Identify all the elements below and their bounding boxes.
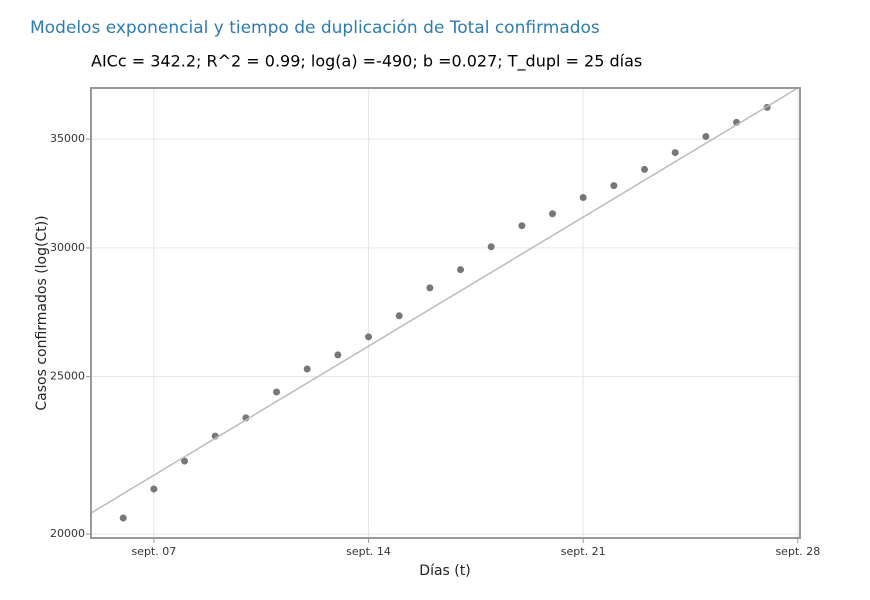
page-title: Modelos exponencial y tiempo de duplicac… <box>30 18 600 38</box>
y-tick-label: 20000 <box>50 527 85 540</box>
y-tick-label: 35000 <box>50 132 85 145</box>
data-point <box>579 194 587 202</box>
data-point <box>303 365 311 373</box>
data-point <box>150 485 158 493</box>
x-tick-label: sept. 07 <box>131 545 176 558</box>
data-point <box>457 266 465 274</box>
data-point <box>549 210 557 218</box>
data-point <box>334 351 342 359</box>
x-tick-label: sept. 28 <box>775 545 820 558</box>
y-tick-label: 25000 <box>50 370 85 383</box>
data-point <box>365 333 373 341</box>
x-tick-label: sept. 21 <box>561 545 606 558</box>
y-tick-label: 30000 <box>50 241 85 254</box>
data-point <box>273 388 281 396</box>
data-point <box>426 284 434 292</box>
data-point <box>641 165 649 173</box>
data-point <box>702 133 710 141</box>
data-point <box>610 182 618 190</box>
data-point <box>119 514 127 522</box>
fit-line <box>90 87 799 514</box>
chart-title: AICc = 342.2; R^2 = 0.99; log(a) =-490; … <box>91 52 642 72</box>
data-point <box>518 222 526 230</box>
y-axis-title: Casos confirmados (log(Ct)) <box>34 215 50 410</box>
data-point <box>395 312 403 320</box>
data-point <box>181 457 189 465</box>
data-point <box>487 243 495 251</box>
grid <box>91 88 800 538</box>
plot-frame <box>90 87 801 539</box>
data-point <box>671 149 679 157</box>
x-tick-label: sept. 14 <box>346 545 391 558</box>
marks <box>90 87 799 522</box>
x-axis-title: Días (t) <box>419 563 470 579</box>
